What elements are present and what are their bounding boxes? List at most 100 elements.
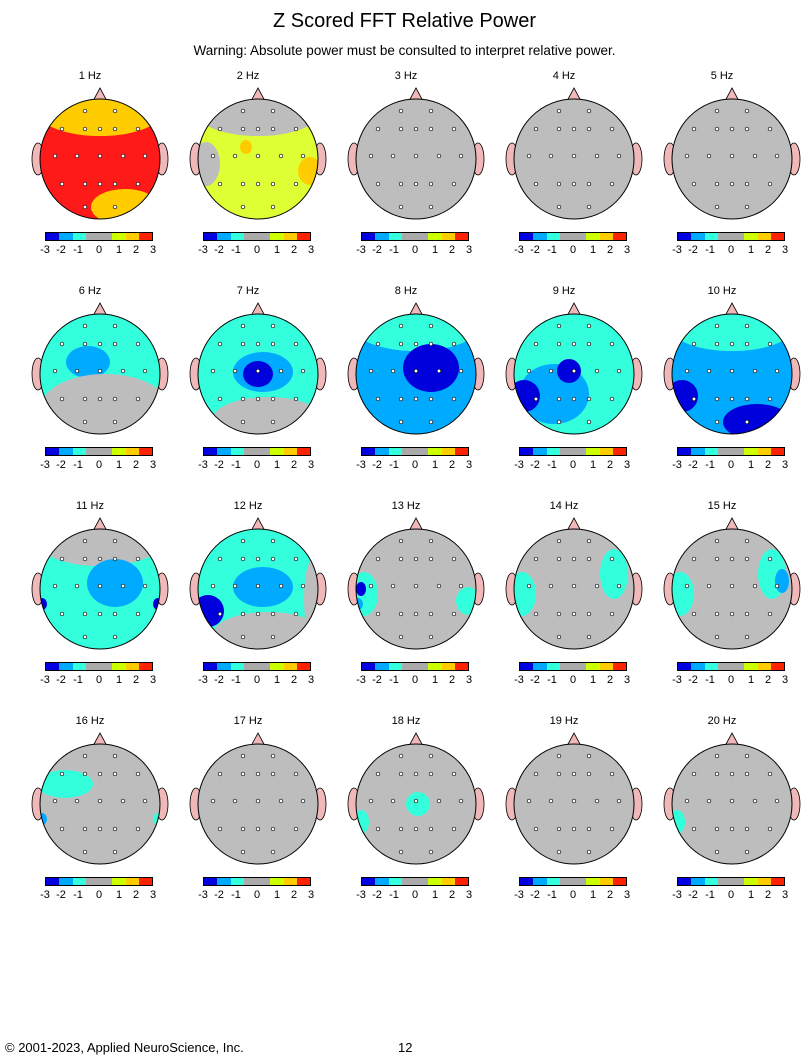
electrode-dot [240, 108, 246, 114]
colorbar-segment [586, 448, 600, 455]
colorbar [203, 447, 311, 456]
electrode-dot [240, 538, 246, 544]
electrode-dot [556, 108, 562, 114]
electrode-dot [112, 323, 118, 329]
colorbar-tick-label: -3 [198, 889, 208, 901]
electrode-dot [774, 583, 780, 589]
colorbar [203, 662, 311, 671]
head-outline [671, 98, 793, 220]
electrode-dot [217, 826, 223, 832]
colorbar-segment [520, 663, 534, 670]
colorbar-segment [59, 233, 73, 240]
electrode-dot [428, 826, 434, 832]
colorbar-segment [270, 448, 284, 455]
colorbar-segment [217, 663, 231, 670]
electrode-dot [428, 849, 434, 855]
colorbar-segment [112, 448, 126, 455]
electrode-dot [571, 556, 577, 562]
electrode-dot [744, 634, 750, 640]
electrode-dot [240, 753, 246, 759]
colorbar-tick-label: -1 [705, 889, 715, 901]
electrode-dot [255, 396, 261, 402]
colorbar-segment [441, 448, 455, 455]
colorbar-tick-label: 1 [431, 674, 439, 686]
frequency-label: 14 Hz [549, 500, 579, 512]
head-topomap [31, 732, 169, 865]
head-topomap [505, 517, 643, 650]
electrode-dot [586, 341, 592, 347]
electrode-dot [240, 419, 246, 425]
zscore-region [213, 397, 318, 434]
colorbar-ticks: -3 -2 -1 0 1 2 3 [669, 459, 793, 471]
colorbar-tick-label: 2 [764, 244, 772, 256]
electrode-dot [609, 611, 615, 617]
electrode-dot [533, 556, 539, 562]
electrode-dot [74, 798, 80, 804]
head-topomap [347, 302, 485, 435]
electrode-dot [82, 204, 88, 210]
electrode-dot [398, 753, 404, 759]
electrode-dot [270, 323, 276, 329]
electrode-dot [451, 396, 457, 402]
colorbar-segment [243, 663, 257, 670]
colorbar-segment [72, 663, 86, 670]
electrode-dot [548, 368, 554, 374]
frequency-label: 13 Hz [391, 500, 421, 512]
electrode-dot [556, 826, 562, 832]
colorbar-segment [520, 448, 534, 455]
map-background [672, 744, 792, 864]
colorbar-ticks: -3 -2 -1 0 1 2 3 [37, 459, 161, 471]
colorbar-tick-label: -1 [547, 459, 557, 471]
electrode-dot [293, 826, 299, 832]
head-topomap [189, 517, 327, 650]
colorbar-segment [691, 448, 705, 455]
colorbar-segment [388, 448, 402, 455]
electrode-dot [74, 368, 80, 374]
colorbar-segment [138, 878, 152, 885]
electrode-dot [526, 153, 532, 159]
colorbar [519, 447, 627, 456]
colorbar-tick-label: 0 [253, 889, 261, 901]
colorbar-segment [744, 878, 758, 885]
electrode-dot [413, 583, 419, 589]
electrode-dot [413, 798, 419, 804]
electrode-dot [729, 556, 735, 562]
electrode-dot [571, 583, 577, 589]
electrode-dot [97, 181, 103, 187]
colorbar-segment [362, 878, 376, 885]
colorbar-segment [731, 663, 745, 670]
colorbar-segment [257, 233, 271, 240]
electrode-dot [714, 204, 720, 210]
electrode-dot [375, 556, 381, 562]
head-topomap [347, 732, 485, 865]
colorbar-segment [270, 663, 284, 670]
electrode-dot [436, 583, 442, 589]
electrode-dot [586, 556, 592, 562]
colorbar-segment [415, 663, 429, 670]
electrode-dot [240, 771, 246, 777]
colorbar-segment [72, 448, 86, 455]
electrode-dot [232, 153, 238, 159]
electrode-dot [97, 126, 103, 132]
colorbar-ticks: -3 -2 -1 0 1 2 3 [353, 674, 477, 686]
electrode-dot [255, 826, 261, 832]
electrode-dot [691, 611, 697, 617]
colorbar-segment [401, 448, 415, 455]
electrode-dot [240, 181, 246, 187]
colorbar-tick-label: 1 [115, 244, 123, 256]
electrode-dot [112, 538, 118, 544]
colorbar-segment [125, 878, 139, 885]
electrode-dot [390, 798, 396, 804]
colorbar-ticks: -3 -2 -1 0 1 2 3 [669, 244, 793, 256]
electrode-dot [451, 341, 457, 347]
electrode-dot [232, 798, 238, 804]
electrode-dot [59, 126, 65, 132]
electrode-dot [135, 181, 141, 187]
head-topomap [31, 517, 169, 650]
electrode-dot [135, 826, 141, 832]
head-outline [671, 528, 793, 650]
electrode-dot [82, 556, 88, 562]
colorbar-tick-label: -1 [705, 244, 715, 256]
electrode-dot [428, 323, 434, 329]
colorbar-segment [691, 878, 705, 885]
